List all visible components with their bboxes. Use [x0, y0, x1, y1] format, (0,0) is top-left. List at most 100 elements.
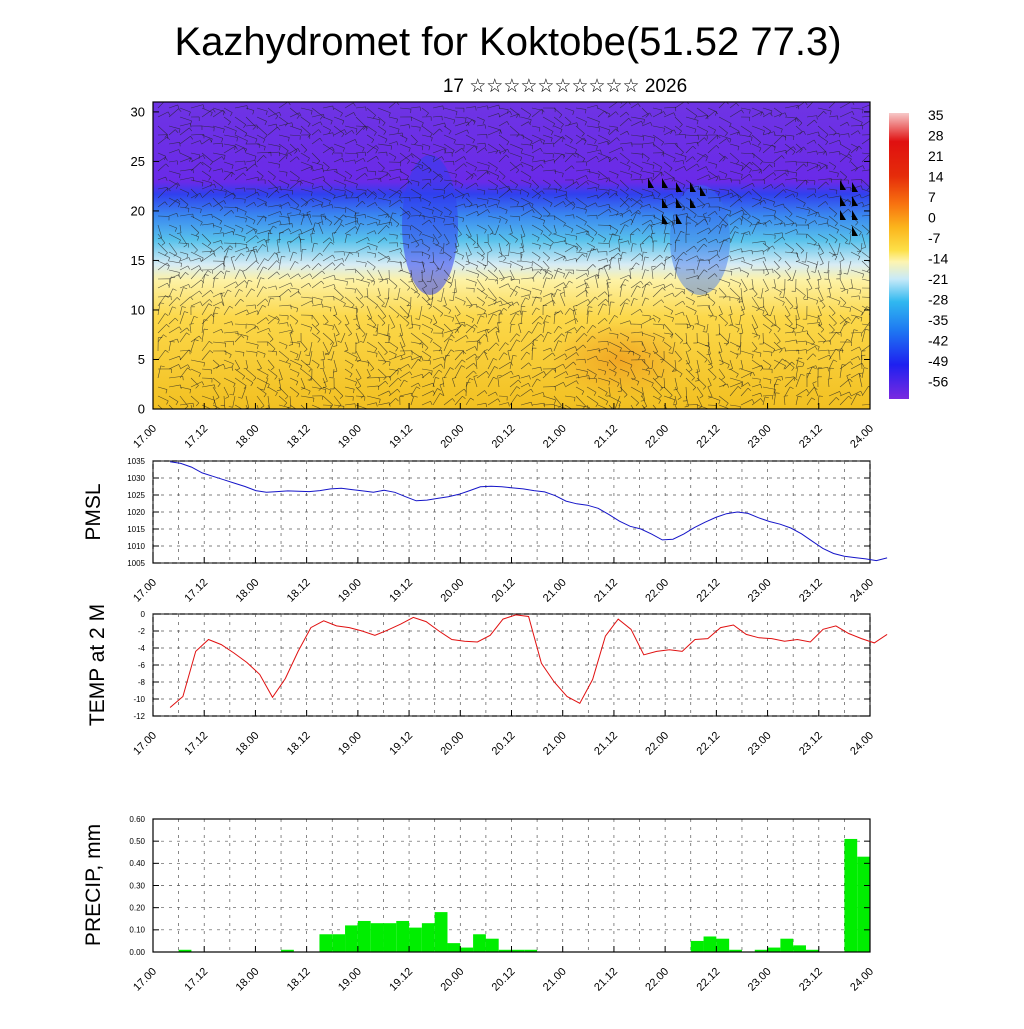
wind-barb-feather — [872, 282, 873, 286]
x-tick-label: 23.00 — [746, 423, 774, 451]
x-tick-label: 20.00 — [438, 730, 466, 758]
y-tick-label: 1005 — [127, 559, 145, 568]
x-tick-label: 19.12 — [387, 577, 415, 605]
colorbar-label: -14 — [928, 251, 948, 267]
x-tick-label: 20.12 — [490, 730, 518, 758]
wind-barb-feather — [298, 412, 300, 415]
wind-barb-feather — [839, 99, 842, 102]
x-tick-label: 20.12 — [490, 423, 518, 451]
wind-barb-feather — [224, 416, 228, 417]
wind-barb-feather — [368, 410, 369, 414]
wind-barb-feather — [632, 412, 635, 414]
precip-bar — [345, 925, 358, 952]
wind-barb-feather — [257, 414, 261, 415]
wind-barb-feather — [167, 98, 170, 101]
x-tick-label: 24.00 — [848, 966, 876, 994]
temp-ylabel: TEMP at 2 M — [86, 604, 109, 726]
colorbar-label: -56 — [928, 374, 948, 390]
x-tick-label: 21.12 — [592, 577, 620, 605]
x-tick-label: 22.12 — [695, 730, 723, 758]
precip-bar — [768, 948, 781, 952]
colorbar-label: -7 — [928, 230, 941, 246]
x-tick-label: 23.12 — [797, 966, 825, 994]
x-tick-label: 21.00 — [541, 966, 569, 994]
y-tick-label: -10 — [133, 695, 145, 704]
x-tick-label: 22.00 — [643, 730, 671, 758]
wind-barb-feather — [646, 414, 649, 417]
y-tick-label: 1020 — [127, 508, 145, 517]
wind-barb-feather — [871, 274, 872, 278]
x-tick-label: 19.00 — [336, 577, 364, 605]
x-tick-label: 20.00 — [438, 577, 466, 605]
x-tick-label: 19.00 — [336, 966, 364, 994]
x-tick-label: 24.00 — [848, 423, 876, 451]
y-tick-label: 30 — [131, 104, 145, 119]
x-tick-label: 23.00 — [746, 730, 774, 758]
y-tick-label: -12 — [133, 712, 145, 721]
wind-barb-feather — [873, 193, 875, 197]
x-tick-label: 22.12 — [695, 577, 723, 605]
x-tick-label: 17.12 — [182, 730, 210, 758]
x-tick-label: 23.00 — [746, 966, 774, 994]
x-tick-label: 19.00 — [336, 423, 364, 451]
y-tick-label: 0.60 — [129, 815, 145, 824]
colorbar-label: 0 — [928, 210, 936, 226]
x-tick-label: 18.12 — [285, 730, 313, 758]
x-tick-label: 19.12 — [387, 423, 415, 451]
y-tick-label: 25 — [131, 154, 145, 169]
precip-bar — [435, 912, 448, 952]
wind-barb-feather — [816, 98, 819, 101]
colorbar-label: -42 — [928, 333, 948, 349]
x-tick-label: 23.12 — [797, 577, 825, 605]
precip-bar — [332, 934, 345, 952]
y-tick-label: 10 — [131, 303, 145, 318]
precip-bar — [857, 857, 870, 952]
x-tick-label: 23.00 — [746, 577, 774, 605]
precip-bar — [460, 948, 473, 952]
x-tick-label: 22.12 — [695, 423, 723, 451]
x-tick-label: 24.00 — [848, 577, 876, 605]
x-tick-label: 20.00 — [438, 966, 466, 994]
x-tick-label: 21.12 — [592, 730, 620, 758]
colorbar-label: 7 — [928, 189, 936, 205]
precip-bar — [396, 921, 409, 952]
precip-bar — [358, 921, 371, 952]
wind-barb-feather — [669, 415, 672, 417]
x-tick-label: 18.00 — [234, 577, 262, 605]
wind-barb-feather — [876, 169, 877, 173]
x-tick-label: 17.00 — [131, 577, 159, 605]
x-tick-label: 17.12 — [182, 577, 210, 605]
wind-barb-feather — [247, 416, 251, 418]
x-tick-label: 21.12 — [592, 966, 620, 994]
x-tick-label: 18.00 — [234, 423, 262, 451]
wind-barb-feather — [587, 416, 591, 417]
wind-barb-feather — [612, 415, 616, 416]
colorbar-label: -28 — [928, 292, 948, 308]
x-tick-label: 18.12 — [285, 966, 313, 994]
x-tick-label: 18.00 — [234, 966, 262, 994]
y-tick-label: -2 — [138, 627, 146, 636]
x-tick-label: 17.12 — [182, 966, 210, 994]
x-tick-label: 22.00 — [643, 577, 671, 605]
colorbar-label: 21 — [928, 148, 944, 164]
x-tick-label: 23.12 — [797, 423, 825, 451]
x-tick-label: 21.00 — [541, 730, 569, 758]
wind-barb-feather — [221, 410, 223, 414]
wind-barb-feather — [613, 414, 616, 417]
colorbar-label: 35 — [928, 107, 944, 123]
x-tick-label: 22.00 — [643, 966, 671, 994]
precip-bar — [691, 941, 704, 952]
y-tick-label: -8 — [138, 678, 146, 687]
y-tick-label: 0.30 — [129, 881, 145, 890]
precip-bar — [716, 939, 729, 952]
wind-barb-feather — [269, 415, 273, 417]
x-tick-label: 19.12 — [387, 730, 415, 758]
